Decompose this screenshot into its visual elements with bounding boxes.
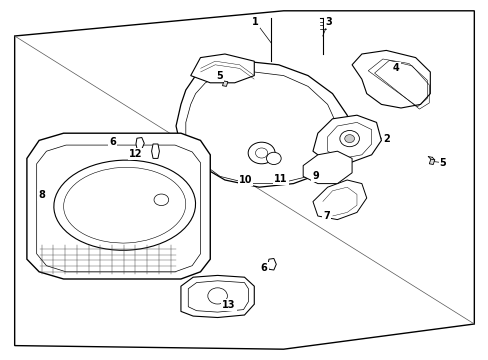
Text: 10: 10 <box>238 175 252 185</box>
Polygon shape <box>181 275 254 318</box>
Text: 6: 6 <box>109 137 116 147</box>
Polygon shape <box>303 151 351 184</box>
Polygon shape <box>136 138 144 149</box>
Text: 4: 4 <box>392 63 399 73</box>
Polygon shape <box>351 50 429 108</box>
Text: 12: 12 <box>129 149 142 159</box>
Text: 5: 5 <box>216 71 223 81</box>
Ellipse shape <box>339 131 359 147</box>
Ellipse shape <box>54 160 195 250</box>
Ellipse shape <box>344 135 354 143</box>
Polygon shape <box>15 11 473 349</box>
Polygon shape <box>312 180 366 220</box>
Text: 9: 9 <box>311 171 318 181</box>
Text: 11: 11 <box>274 174 287 184</box>
Ellipse shape <box>248 142 274 164</box>
Ellipse shape <box>266 152 281 165</box>
Ellipse shape <box>207 288 227 304</box>
Polygon shape <box>151 144 159 158</box>
Polygon shape <box>428 159 434 165</box>
Text: 5: 5 <box>439 158 446 168</box>
Polygon shape <box>27 133 210 279</box>
Polygon shape <box>267 258 276 270</box>
Text: 7: 7 <box>323 211 329 221</box>
Text: 8: 8 <box>38 190 45 200</box>
Polygon shape <box>190 54 254 83</box>
Text: 3: 3 <box>325 17 331 27</box>
Text: 2: 2 <box>382 134 389 144</box>
Polygon shape <box>176 61 351 187</box>
Polygon shape <box>312 115 381 162</box>
Ellipse shape <box>154 194 168 206</box>
Text: 6: 6 <box>260 263 267 273</box>
Text: 1: 1 <box>251 17 258 27</box>
Text: 13: 13 <box>222 300 235 310</box>
Polygon shape <box>222 81 227 86</box>
